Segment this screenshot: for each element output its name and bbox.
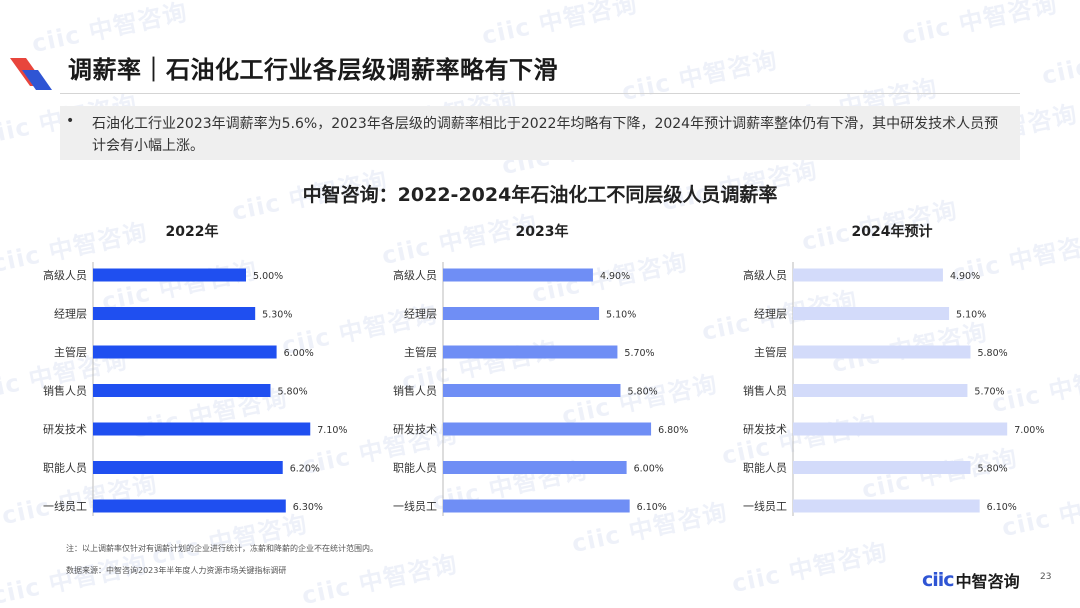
data-label: 6.20% (290, 464, 320, 475)
chart-panel: 高级人员 4.90% 经理层 5.10% 主管层 5.80% 销售人员 5.70% 研发技术 7.… (743, 262, 1044, 516)
data-label: 5.30% (262, 310, 292, 321)
category-label: 主管层 (404, 345, 437, 359)
bar (443, 422, 652, 436)
logo-blue-stripe (22, 70, 52, 90)
category-label: 一线员工 (43, 499, 87, 513)
data-label: 6.30% (293, 502, 323, 513)
page-title: 调薪率｜石油化工行业各层级调薪率略有下滑 (68, 56, 558, 84)
bar (793, 268, 943, 282)
data-label: 5.70% (974, 387, 1004, 398)
brand-logo-mark (10, 58, 52, 90)
summary-box (60, 106, 1020, 160)
category-label: 销售人员 (43, 384, 87, 398)
category-label: 高级人员 (743, 268, 787, 282)
footer-brand-logo: ciic 中智咨询 (922, 568, 1020, 592)
brand-name: 中智咨询 (955, 572, 1020, 591)
bar (793, 499, 980, 513)
category-label: 职能人员 (43, 461, 87, 475)
panel-title-2023: 2023年 (515, 224, 569, 240)
bar (93, 422, 311, 436)
bar (93, 268, 246, 282)
bar (443, 268, 593, 282)
category-label: 销售人员 (393, 384, 437, 398)
category-label: 研发技术 (393, 422, 437, 436)
data-label: 7.10% (317, 425, 347, 436)
category-label: 销售人员 (743, 384, 787, 398)
category-label: 一线员工 (393, 499, 437, 513)
data-label: 6.00% (634, 464, 664, 475)
panel-title-2024: 2024年预计 (851, 224, 933, 240)
data-label: 7.00% (1014, 425, 1044, 436)
bar (93, 461, 283, 474)
category-label: 经理层 (54, 308, 87, 321)
chart-title: 中智咨询：2022-2024年石油化工不同层级人员调薪率 (302, 184, 778, 206)
category-label: 研发技术 (43, 422, 87, 436)
data-label: 5.80% (977, 464, 1007, 475)
data-label: 6.80% (658, 425, 688, 436)
category-label: 主管层 (754, 345, 787, 359)
title-divider (60, 93, 1020, 94)
panel-title-2022: 2022年 (165, 224, 219, 240)
bar (793, 345, 971, 359)
category-label: 高级人员 (43, 268, 87, 282)
data-label: 4.90% (950, 271, 980, 282)
data-label: 5.70% (624, 348, 654, 359)
bar (793, 384, 968, 397)
page-number: 23 (1040, 572, 1052, 582)
footnote: 注：以上调薪率仅针对有调薪计划的企业进行统计，冻薪和降薪的企业不在统计范围内。 (66, 544, 378, 553)
category-label: 职能人员 (393, 461, 437, 475)
bar (793, 461, 971, 474)
data-label: 5.80% (627, 387, 657, 398)
data-label: 5.80% (977, 348, 1007, 359)
brand-mark: ciic (922, 569, 955, 591)
data-label: 5.10% (956, 310, 986, 321)
data-label: 5.00% (253, 271, 283, 282)
category-label: 主管层 (54, 345, 87, 359)
data-source: 数据来源：中智咨询2023年半年度人力资源市场关键指标调研 (66, 566, 287, 575)
chart-panel: 高级人员 4.90% 经理层 5.10% 主管层 5.70% 销售人员 5.80% 研发技术 6.… (393, 262, 688, 516)
category-label: 研发技术 (743, 422, 787, 436)
category-label: 经理层 (404, 308, 437, 321)
category-label: 经理层 (754, 308, 787, 321)
data-label: 5.10% (606, 310, 636, 321)
bar (93, 345, 277, 359)
bullet-marker: • (66, 113, 75, 129)
bar (443, 461, 627, 474)
bar (443, 499, 630, 513)
chart-panel: 高级人员 5.00% 经理层 5.30% 主管层 6.00% 销售人员 5.80% 研发技术 7.… (43, 262, 347, 516)
category-label: 职能人员 (743, 461, 787, 475)
bar (93, 499, 286, 513)
bar (793, 307, 950, 320)
data-label: 6.10% (987, 502, 1017, 513)
bar (93, 307, 256, 320)
data-label: 6.10% (637, 502, 667, 513)
category-label: 一线员工 (743, 499, 787, 513)
data-label: 5.80% (277, 387, 307, 398)
data-label: 4.90% (600, 271, 630, 282)
bar (443, 345, 618, 359)
summary-text: 石油化工行业2023年调薪率为5.6%，2023年各层级的调薪率相比于2022年… (92, 116, 999, 154)
bar (443, 307, 600, 320)
data-label: 6.00% (284, 348, 314, 359)
bar (443, 384, 621, 397)
category-label: 高级人员 (393, 268, 437, 282)
bar (93, 384, 271, 397)
bar (793, 422, 1008, 436)
